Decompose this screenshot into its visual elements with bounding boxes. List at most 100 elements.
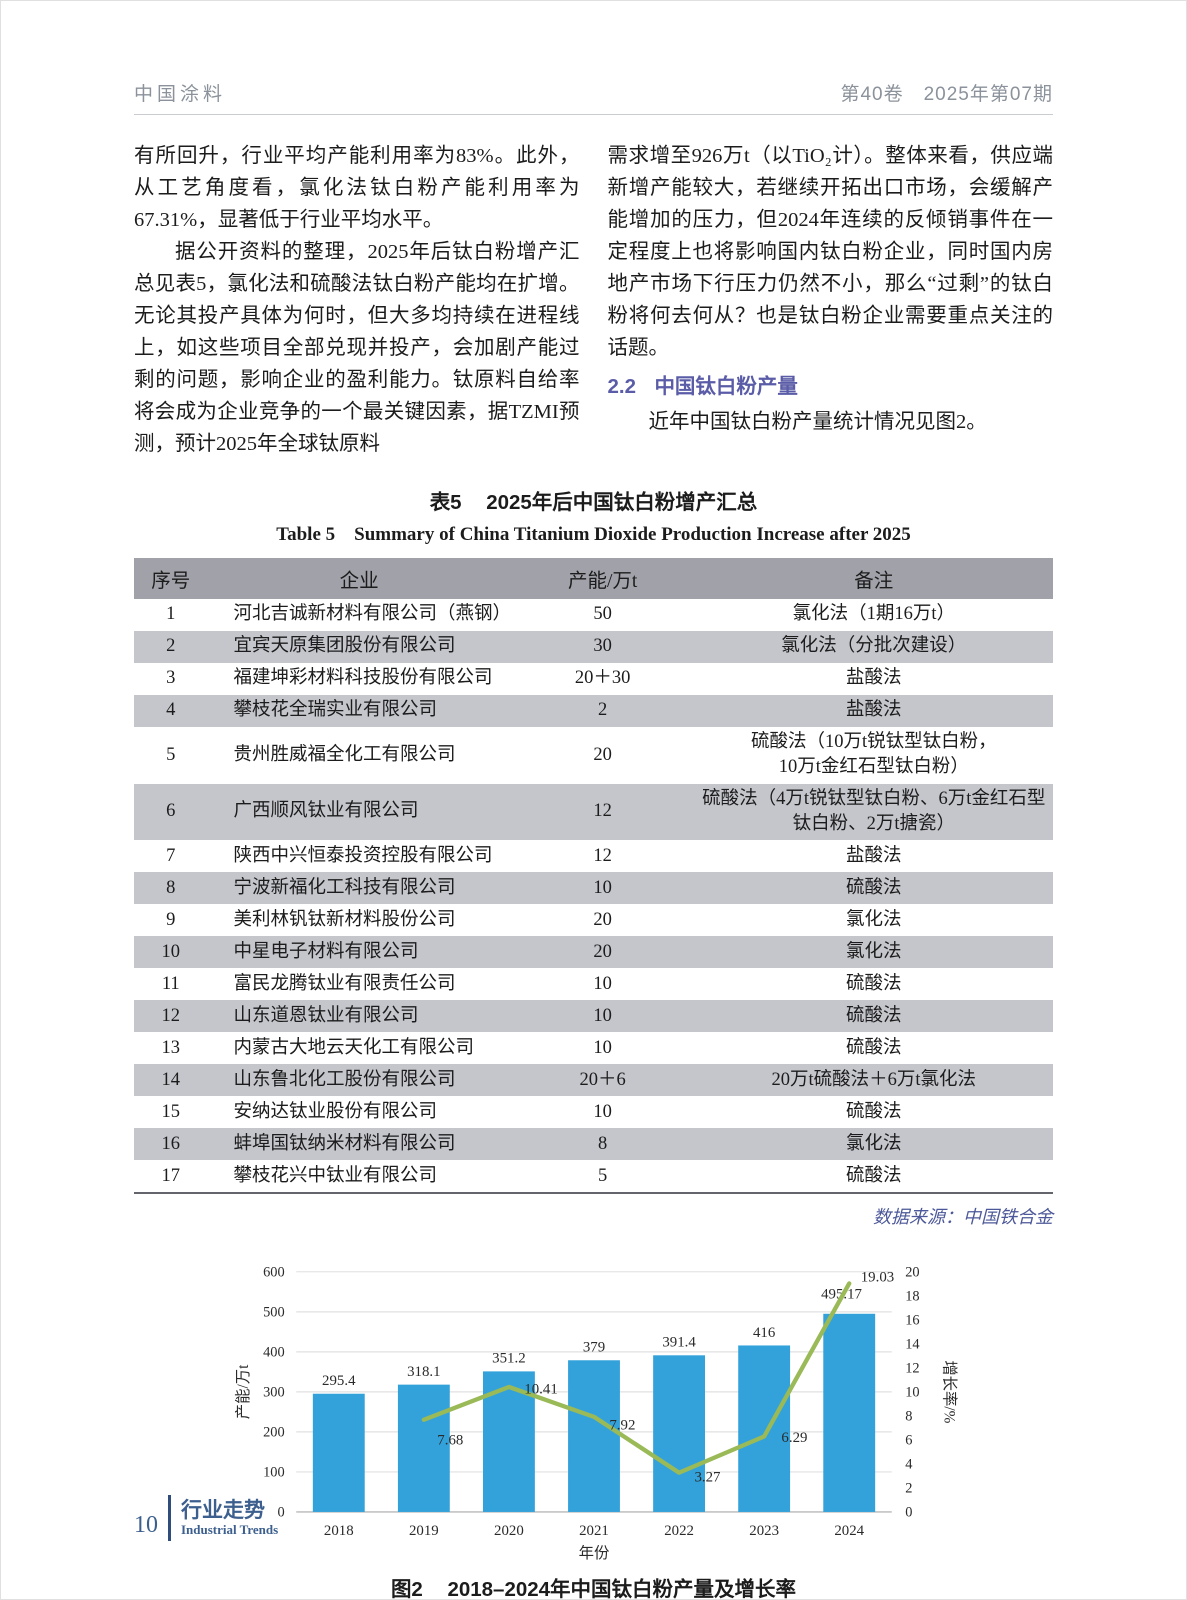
- cell-company: 宁波新福化工科技有限公司: [207, 872, 511, 905]
- footer-divider: [168, 1495, 171, 1541]
- cell-seq: 1: [166, 604, 176, 625]
- bar-2024: [822, 1313, 875, 1513]
- cell-remark: 硫酸法（4万t锐钛型钛白粉、6万t金红石型 钛白粉、2万t搪瓷）: [694, 783, 1053, 841]
- svg-text:14: 14: [905, 1337, 919, 1353]
- col-header-remark: 备注: [694, 557, 1053, 599]
- svg-text:600: 600: [263, 1265, 285, 1281]
- cell-remark: 硫酸法: [846, 1165, 902, 1186]
- cell-company: 贵州胜威福全化工有限公司: [233, 744, 456, 765]
- table-row: 1 河北吉诚新材料有限公司（燕钢） 50 氯化法（1期16万t）: [134, 599, 1053, 631]
- cell-company: 富民龙腾钛业有限责任公司: [233, 973, 456, 994]
- svg-text:12: 12: [905, 1361, 919, 1377]
- cell-capacity: 10: [510, 1000, 695, 1033]
- cell-remark: 硫酸法: [694, 872, 1053, 905]
- paragraph: 有所回升，行业平均产能利用率为83%。此外，从工艺角度看，氯化法钛白粉产能利用率…: [134, 145, 580, 231]
- table-row: 16 蚌埠国钛纳米材料有限公司 8 氯化法: [134, 1128, 1053, 1161]
- bar-2023: [737, 1345, 790, 1513]
- table-header-row: 序号 企业 产能/万t 备注: [134, 557, 1053, 599]
- production-table: 序号 企业 产能/万t 备注 1 河北吉诚新材料有限公司（燕钢） 50 氯化法（1期1…: [134, 557, 1053, 1195]
- cell-seq: 17: [161, 1165, 181, 1186]
- cell-company: 攀枝花全瑞实业有限公司: [207, 694, 511, 727]
- svg-text:3.27: 3.27: [694, 1469, 721, 1485]
- svg-text:391.4: 391.4: [662, 1335, 696, 1351]
- cell-seq: 7: [166, 845, 176, 866]
- table-row: 13 内蒙古大地云天化工有限公司 10 硫酸法: [134, 1032, 1053, 1064]
- svg-text:8: 8: [905, 1409, 912, 1425]
- cell-company: 中星电子材料有限公司: [207, 936, 511, 969]
- table-row: 9 美利林钒钛新材料股份公司 20 氯化法: [134, 904, 1053, 936]
- figure-label: 图2: [390, 1577, 423, 1600]
- svg-text:18: 18: [905, 1289, 919, 1305]
- svg-text:0: 0: [277, 1505, 284, 1521]
- cell-seq: 10: [134, 936, 208, 969]
- cell-seq: 14: [134, 1064, 208, 1097]
- cell-remark: 硫酸法: [846, 1037, 902, 1058]
- page-header: 中国涂料 第40卷 2025年第07期: [134, 1, 1053, 115]
- cell-remark: 氯化法: [694, 1128, 1053, 1161]
- figure-chart: 0 100 200 300 400 500 600 0 2 4 6 8 10 12 14 16 18 20 295.…: [229, 1243, 959, 1562]
- svg-text:2021: 2021: [579, 1523, 609, 1539]
- svg-text:7.92: 7.92: [609, 1417, 635, 1433]
- cell-company: 河北吉诚新材料有限公司（燕钢）: [233, 604, 512, 625]
- col-header-capacity: 产能/万t: [510, 557, 695, 599]
- table-row: 5 贵州胜威福全化工有限公司 20 硫酸法（10万t锐钛型钛白粉， 10万t金红石型钛…: [134, 727, 1053, 784]
- paragraph: 需求增至926万t（以TiO₂计）。整体来看，供应端新增产能较大，若继续开拓出口…: [607, 145, 1054, 359]
- cell-capacity: 20＋6: [510, 1064, 695, 1097]
- table-row: 8 宁波新福化工科技有限公司 10 硫酸法: [134, 872, 1053, 905]
- bar-2021: [567, 1360, 620, 1513]
- cell-company: 攀枝花兴中钛业有限公司: [233, 1165, 438, 1186]
- cell-seq: 5: [166, 744, 176, 765]
- bar-2022: [652, 1355, 705, 1513]
- cell-seq: 8: [134, 872, 208, 905]
- cell-remark: 盐酸法: [694, 694, 1053, 727]
- svg-text:产能/万t: 产能/万t: [234, 1364, 252, 1419]
- svg-text:2: 2: [905, 1481, 912, 1497]
- page-footer: 10 行业走势 Industrial Trends: [134, 1495, 278, 1541]
- paragraph: 据公开资料的整理，2025年后钛白粉增产汇总见表5，氯化法和硫酸法钛白粉产能均在…: [134, 240, 580, 455]
- right-column: 需求增至926万t（以TiO₂计）。整体来看，供应端新增产能较大，若继续开拓出口…: [608, 141, 1054, 461]
- svg-text:20: 20: [905, 1265, 919, 1281]
- bar-2018: [312, 1393, 365, 1513]
- svg-text:2020: 2020: [494, 1523, 524, 1539]
- table-row: 10 中星电子材料有限公司 20 氯化法: [134, 936, 1053, 969]
- cell-capacity: 20＋30: [574, 668, 631, 689]
- cell-seq: 11: [161, 973, 180, 994]
- svg-text:10: 10: [905, 1385, 919, 1401]
- cell-remark: 硫酸法: [846, 973, 902, 994]
- cell-remark: 硫酸法（10万t锐钛型钛白粉， 10万t金红石型钛白粉）: [750, 732, 997, 778]
- svg-text:2018: 2018: [323, 1523, 353, 1539]
- table-row: 4 攀枝花全瑞实业有限公司 2 盐酸法: [134, 694, 1053, 727]
- table-row: 15 安纳达钛业股份有限公司 10 硫酸法: [134, 1096, 1053, 1128]
- cell-remark: 氯化法: [846, 909, 902, 930]
- svg-text:295.4: 295.4: [322, 1373, 356, 1389]
- table-row: 14 山东鲁北化工股份有限公司 20＋6 20万t硫酸法＋6万t氯化法: [134, 1064, 1053, 1097]
- cell-capacity: 5: [598, 1165, 608, 1186]
- svg-text:6.29: 6.29: [781, 1430, 807, 1446]
- growth-rate-line: [421, 1281, 851, 1475]
- svg-text:500: 500: [263, 1305, 285, 1321]
- cell-company: 陕西中兴恒泰投资控股有限公司: [233, 845, 493, 866]
- cell-remark: 硫酸法: [694, 1000, 1053, 1033]
- svg-text:2022: 2022: [664, 1523, 694, 1539]
- table-row: 2 宜宾天原集团股份有限公司 30 氯化法（分批次建设）: [134, 630, 1053, 663]
- svg-text:416: 416: [752, 1325, 774, 1341]
- cell-remark: 20万t硫酸法＋6万t氯化法: [694, 1064, 1053, 1097]
- svg-text:增长率/%: 增长率/%: [940, 1360, 958, 1423]
- table-row: 12 山东道恩钛业有限公司 10 硫酸法: [134, 1000, 1053, 1033]
- cell-seq: 9: [166, 909, 176, 930]
- svg-text:10.41: 10.41: [524, 1382, 557, 1398]
- table-title-zh: 表5 2025年后中国钛白粉增产汇总: [134, 485, 1053, 515]
- cell-company: 广西顺风钛业有限公司: [207, 783, 511, 841]
- left-column: 有所回升，行业平均产能利用率为83%。此外，从工艺角度看，氯化法钛白粉产能利用率…: [134, 141, 580, 461]
- figure-caption-text: 2018–2024年中国钛白粉产量及增长率: [447, 1577, 797, 1600]
- cell-company: 宜宾天原集团股份有限公司: [207, 630, 511, 663]
- cell-remark: 盐酸法: [846, 845, 902, 866]
- section-title: 中国钛白粉产量: [654, 374, 798, 398]
- cell-capacity: 30: [510, 630, 695, 663]
- svg-text:2023: 2023: [749, 1523, 779, 1539]
- svg-text:379: 379: [582, 1340, 604, 1356]
- cell-seq: 2: [134, 630, 208, 663]
- cell-capacity: 10: [593, 1037, 612, 1058]
- journal-name: 中国涂料: [134, 84, 227, 105]
- cell-capacity: 2: [510, 694, 695, 727]
